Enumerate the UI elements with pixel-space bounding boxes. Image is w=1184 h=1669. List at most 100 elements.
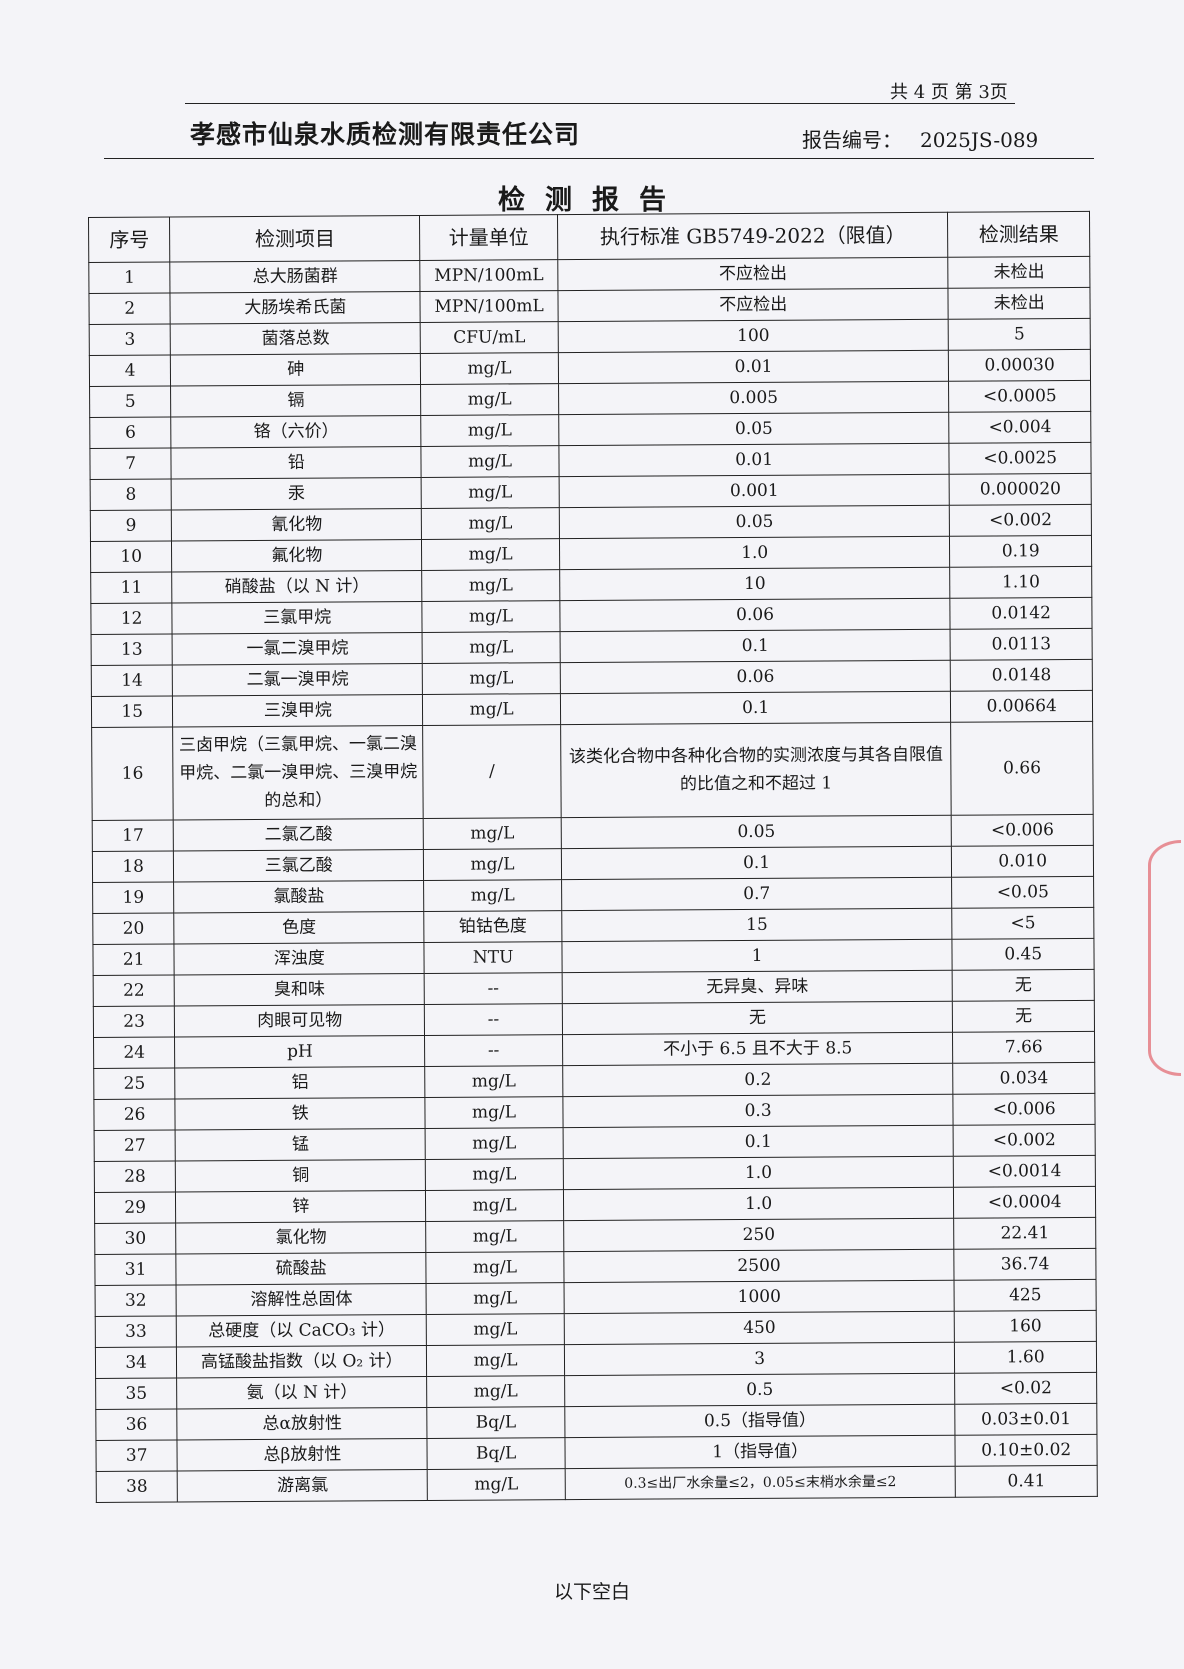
cell-item: 总β放射性 (177, 1438, 428, 1471)
cell-item: 一氯二溴甲烷 (172, 632, 423, 665)
cell-result: 0.41 (955, 1465, 1098, 1498)
cell-result: <0.004 (949, 411, 1091, 444)
cell-limit: 0.06 (560, 660, 951, 694)
cell-no: 19 (92, 881, 175, 914)
cell-no: 4 (89, 354, 171, 387)
cell-result: 7.66 (952, 1031, 1095, 1064)
cell-limit: 1.0 (563, 1187, 955, 1221)
blank-below-note: 以下空白 (553, 1581, 630, 1603)
cell-item: 肉眼可见物 (174, 1004, 425, 1037)
cell-limit: 0.001 (558, 474, 950, 508)
cell-no: 35 (95, 1377, 178, 1410)
cell-unit: mg/L (422, 693, 561, 726)
cell-result: 5 (948, 318, 1091, 351)
cell-unit: mg/L (424, 1065, 563, 1098)
cell-limit: 0.06 (559, 598, 951, 632)
cell-result: <0.002 (949, 504, 1092, 537)
cell-result: 36.74 (954, 1248, 1097, 1281)
cell-item: 氨（以 N 计） (176, 1376, 428, 1409)
cell-no: 7 (89, 447, 172, 480)
header-rule-bottom (104, 158, 1094, 159)
cell-result: 0.034 (953, 1062, 1095, 1095)
cell-item: 氯酸盐 (173, 880, 425, 913)
page-indicator: 共 4 页 第 3页 (890, 82, 1008, 103)
cell-unit: mg/L (426, 1344, 565, 1377)
cell-limit: 450 (564, 1311, 955, 1345)
cell-result: <5 (952, 907, 1094, 940)
cell-no: 30 (94, 1222, 177, 1255)
cell-no: 10 (90, 540, 172, 573)
cell-result: 未检出 (948, 256, 1090, 289)
cell-result: 未检出 (948, 287, 1091, 320)
cell-item: 大肠埃希氏菌 (170, 291, 421, 324)
cell-limit: 1.0 (563, 1156, 954, 1190)
cell-unit: -- (424, 1003, 563, 1036)
col-header-no: 序号 (88, 217, 171, 263)
cell-item: 氟化物 (171, 539, 422, 572)
cell-item: 铝 (175, 1066, 426, 1099)
cell-unit: mg/L (423, 879, 562, 912)
cell-item: 镉 (170, 384, 422, 417)
cell-result: 0.00664 (950, 690, 1093, 723)
cell-limit: 0.1 (559, 629, 951, 663)
document-title: 检测报告 (498, 185, 686, 216)
cell-unit: mg/L (421, 414, 559, 447)
cell-no: 27 (94, 1129, 176, 1162)
cell-item: 三氯甲烷 (172, 601, 423, 634)
cell-item: 汞 (171, 477, 422, 510)
cell-unit: 铂钴色度 (424, 910, 562, 943)
cell-limit: 0.7 (561, 877, 953, 911)
cell-result: 0.10±0.02 (955, 1434, 1098, 1467)
cell-limit: 0.05 (561, 815, 952, 849)
cell-item: 菌落总数 (170, 322, 421, 355)
cell-unit: mg/L (426, 1282, 565, 1315)
cell-unit: mg/L (421, 507, 560, 540)
cell-result: 无 (952, 1000, 1095, 1033)
cell-no: 25 (93, 1067, 176, 1100)
cell-item: 三卤甲烷（三氯甲烷、一氯二溴甲烷、二氯一溴甲烷、三溴甲烷的总和） (172, 725, 424, 820)
cell-unit: mg/L (425, 1189, 564, 1222)
cell-result: 无 (952, 969, 1095, 1002)
results-table: 序号 检测项目 计量单位 执行标准 GB5749-2022（限值） 检测结果 1… (88, 211, 1098, 1503)
table-row: 38 游离氯 mg/L 0.3≤出厂水余量≤2，0.05≤末梢水余量≤2 0.41 (96, 1465, 1098, 1503)
cell-item: 二氯乙酸 (173, 818, 424, 851)
cell-item: 游离氯 (177, 1469, 428, 1502)
cell-result: 1.60 (954, 1341, 1097, 1374)
cell-no: 22 (93, 974, 175, 1007)
cell-no: 28 (94, 1160, 176, 1193)
cell-limit: 3 (564, 1342, 955, 1376)
col-header-item: 检测项目 (169, 215, 421, 262)
cell-limit: 0.5（指导值） (564, 1404, 956, 1438)
cell-no: 14 (91, 664, 173, 697)
cell-limit: 无 (562, 1001, 953, 1035)
table-row: 16 三卤甲烷（三氯甲烷、一氯二溴甲烷、二氯一溴甲烷、三溴甲烷的总和） / 该类化合物… (91, 721, 1094, 821)
cell-no: 5 (89, 385, 172, 418)
cell-limit: 0.3 (562, 1094, 954, 1128)
cell-limit: 2500 (563, 1249, 955, 1283)
cell-unit: mg/L (420, 352, 559, 385)
red-stamp-seal (1148, 840, 1181, 1076)
cell-unit: MPN/100mL (420, 259, 558, 292)
cell-item: 铁 (175, 1097, 426, 1130)
cell-item: 色度 (174, 911, 425, 944)
cell-limit: 0.1 (561, 846, 952, 880)
cell-result: 22.41 (954, 1217, 1096, 1250)
cell-item: 铬（六价） (171, 415, 422, 448)
col-header-limit: 执行标准 GB5749-2022（限值） (557, 212, 949, 260)
cell-limit: 250 (563, 1218, 955, 1252)
cell-no: 12 (90, 602, 173, 635)
cell-no: 23 (93, 1005, 175, 1038)
cell-no: 13 (91, 633, 173, 666)
cell-no: 38 (96, 1470, 178, 1503)
cell-item: 铅 (171, 446, 422, 479)
cell-item: 三氯乙酸 (173, 849, 424, 882)
cell-item: 氰化物 (171, 508, 422, 541)
cell-result: 0.19 (949, 535, 1092, 568)
report-number-value: 2025JS-089 (920, 128, 1039, 152)
cell-item: 硫酸盐 (176, 1252, 427, 1285)
report-number: 报告编号： 2025JS-089 (802, 124, 1038, 153)
report-number-label: 报告编号： (802, 128, 902, 152)
cell-unit: mg/L (425, 1220, 564, 1253)
cell-unit: mg/L (420, 383, 559, 416)
cell-item: 总大肠菌群 (170, 260, 421, 293)
